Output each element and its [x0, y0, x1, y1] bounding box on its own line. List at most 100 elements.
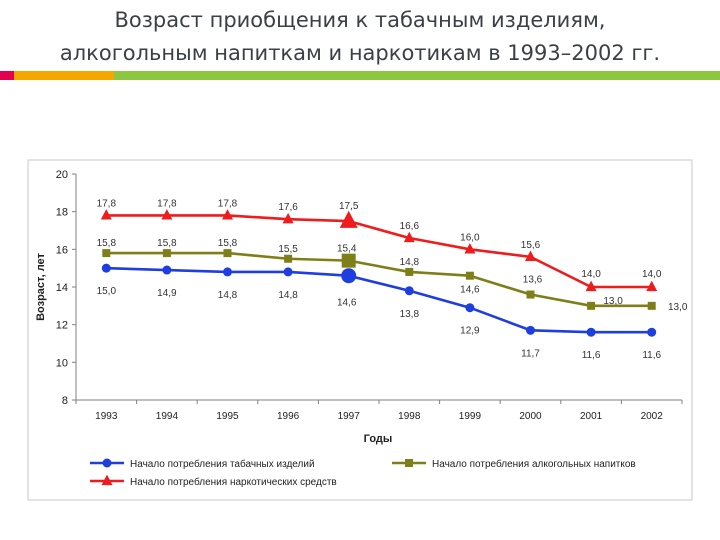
data-label-circle: 11,7	[521, 348, 540, 359]
data-label-circle: 14,6	[337, 298, 357, 309]
data-point-square	[162, 249, 171, 258]
y-tick-label: 10	[56, 357, 68, 369]
legend: Начало потребления табачных изделий Начал…	[90, 458, 636, 488]
data-point-triangle	[100, 209, 112, 220]
data-label-square: 15,5	[278, 244, 298, 255]
x-tick-label: 2000	[519, 411, 542, 422]
data-label-triangle: 14,0	[642, 269, 662, 280]
data-label-triangle: 17,8	[218, 198, 238, 209]
data-point-triangle	[525, 250, 536, 261]
x-tick-label: 1996	[277, 411, 300, 422]
data-point-triangle	[646, 280, 658, 292]
title-bar-segment-1	[0, 71, 14, 80]
data-point-circle	[223, 267, 232, 277]
data-label-triangle: 17,6	[278, 202, 298, 213]
data-label-circle: 14,8	[278, 290, 298, 301]
y-ticks: 8 10 12 14 16 18 20	[56, 169, 76, 407]
legend-label: Начало потребления наркотических средств	[130, 476, 337, 488]
x-tick-label: 2001	[580, 411, 603, 422]
data-point-square	[284, 254, 293, 263]
data-point-square	[526, 290, 535, 299]
y-tick-label: 18	[56, 207, 68, 219]
series-line-square	[106, 251, 652, 308]
series-line-circle	[106, 266, 652, 334]
data-label-square: 13,0	[603, 296, 623, 307]
data-label-triangle: 17,5	[339, 201, 359, 212]
data-point-triangle	[161, 209, 173, 220]
data-label-square: 13,0	[668, 302, 688, 313]
data-point-circle	[101, 263, 111, 273]
data-label-square: 15,8	[97, 238, 117, 249]
x-ticks: 1993 1994 1995 1996 1997 1998 1999 2000 2001 2002	[75, 400, 683, 422]
data-point-square	[465, 271, 474, 280]
x-tick-label: 1994	[156, 411, 179, 422]
data-point-square	[341, 253, 356, 268]
data-point-square	[102, 249, 111, 258]
legend-label: Начало потребления табачных изделий	[130, 458, 315, 470]
data-point-square	[587, 301, 596, 310]
data-point-circle	[341, 268, 357, 284]
series-labels: 15,0 14,9 14,8 14,8 14,6 13,8 12,9 11,7 11,6 11,6…	[97, 198, 688, 361]
data-point-circle	[465, 303, 475, 313]
data-point-triangle	[222, 209, 233, 220]
data-point-circle	[162, 265, 172, 275]
y-tick-label: 8	[62, 395, 68, 407]
title-bar-segment-2	[14, 71, 114, 80]
data-point-square	[223, 249, 232, 258]
data-point-square	[647, 301, 656, 310]
data-point-triangle	[585, 280, 597, 292]
y-tick-label: 20	[56, 169, 68, 181]
legend-marker	[101, 474, 113, 486]
data-point-circle	[404, 286, 414, 296]
x-tick-label: 1998	[398, 411, 421, 422]
title-bar-segment-3	[114, 71, 720, 80]
data-point-circle	[283, 267, 293, 277]
data-label-square: 15,4	[337, 244, 357, 255]
title-line-1: Возраст приобщения к табачным изделиям,	[114, 8, 606, 32]
slide-title: Возраст приобщения к табачным изделиям, …	[0, 4, 720, 70]
data-point-circle	[586, 327, 596, 337]
data-label-square: 15,8	[157, 238, 177, 249]
data-label-triangle: 17,8	[157, 198, 177, 209]
y-tick-label: 12	[56, 320, 68, 332]
data-point-circle	[647, 327, 657, 337]
data-point-circle	[526, 325, 535, 335]
legend-marker	[405, 459, 413, 467]
x-tick-label: 2002	[641, 411, 664, 422]
title-color-bar	[0, 71, 720, 80]
data-point-triangle	[282, 212, 294, 224]
data-label-square: 13,6	[523, 275, 543, 286]
x-tick-label: 1995	[216, 411, 239, 422]
data-label-circle: 14,9	[157, 288, 177, 299]
y-tick-label: 16	[56, 244, 68, 256]
x-tick-label: 1999	[459, 411, 482, 422]
data-label-square: 14,8	[400, 257, 420, 268]
data-point-triangle	[464, 243, 476, 254]
y-tick-label: 14	[56, 282, 68, 294]
data-label-triangle: 14,0	[581, 269, 601, 280]
data-label-triangle: 16,0	[460, 232, 480, 243]
data-label-triangle: 16,6	[400, 221, 420, 232]
data-label-circle: 15,0	[97, 286, 117, 297]
data-label-square: 15,8	[218, 238, 238, 249]
data-label-circle: 11,6	[582, 350, 601, 361]
chart-frame	[27, 159, 693, 501]
x-tick-label: 1997	[338, 411, 361, 422]
data-point-triangle	[403, 231, 415, 243]
legend-label: Начало потребления алкогольных напитков	[432, 458, 636, 470]
data-label-triangle: 15,6	[521, 240, 541, 251]
data-label-circle: 14,8	[218, 290, 238, 301]
title-line-2: алкогольным напиткам и наркотикам в 1993…	[59, 41, 661, 65]
data-label-circle: 13,8	[400, 309, 420, 320]
x-axis-title: Годы	[364, 433, 393, 445]
data-label-circle: 12,9	[460, 326, 480, 337]
data-point-square	[405, 267, 414, 276]
series-markers	[100, 209, 658, 337]
y-axis-title: Возраст, лет	[35, 252, 47, 320]
data-label-triangle: 17,8	[97, 198, 117, 209]
series-lines	[106, 214, 652, 334]
data-point-triangle	[339, 210, 358, 228]
x-tick-label: 1993	[95, 411, 118, 422]
series-line-triangle	[106, 214, 652, 289]
